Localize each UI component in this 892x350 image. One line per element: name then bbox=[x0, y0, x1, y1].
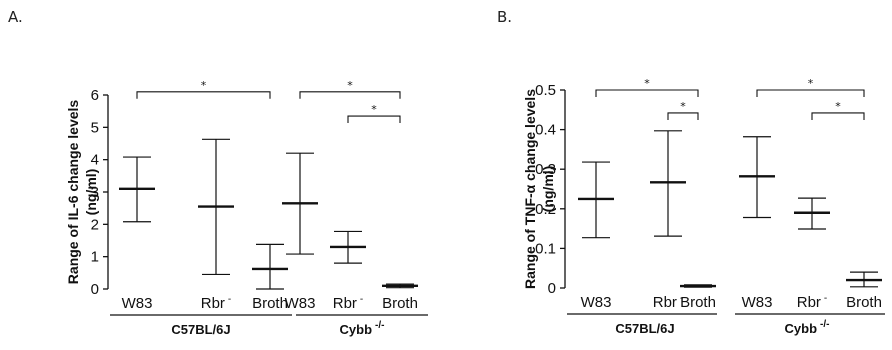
significance-star: * bbox=[808, 77, 814, 90]
significance-star: * bbox=[371, 103, 377, 116]
y-tick-label: 0 bbox=[91, 281, 99, 298]
y-axis-title: Range of TNF-α change levels bbox=[522, 89, 538, 289]
significance-bracket bbox=[811, 112, 865, 120]
y-tick-label: 3 bbox=[91, 184, 99, 201]
significance-bracket bbox=[347, 115, 401, 124]
significance-star: * bbox=[835, 100, 841, 113]
x-category-label: Rbr - bbox=[333, 294, 364, 312]
significance-star: * bbox=[680, 100, 686, 113]
y-tick-label: 5 bbox=[91, 119, 99, 136]
y-tick-label: 2 bbox=[91, 216, 99, 233]
x-category-label: Broth bbox=[252, 295, 288, 312]
y-tick-label: 1 bbox=[91, 249, 99, 266]
x-category-label: Broth bbox=[846, 294, 882, 311]
y-axis-title: Range of IL-6 change levels bbox=[65, 100, 81, 285]
x-category-label: Broth bbox=[382, 295, 418, 312]
x-category-label: Rbr - bbox=[653, 293, 684, 311]
significance-star: * bbox=[201, 79, 207, 92]
x-category-label: W83 bbox=[581, 294, 612, 311]
significance-bracket bbox=[136, 91, 271, 99]
x-category-label: Broth bbox=[680, 294, 716, 311]
y-tick-label: 0.2 bbox=[535, 201, 556, 218]
significance-star: * bbox=[644, 77, 650, 90]
y-tick-label: 4 bbox=[91, 152, 99, 169]
y-axis-unit: (ng/ml) bbox=[83, 169, 99, 216]
x-category-label: W83 bbox=[742, 294, 773, 311]
significance-star: * bbox=[347, 79, 353, 92]
panel-label: A. bbox=[8, 8, 23, 26]
x-group-label: C57BL/6J bbox=[615, 321, 674, 336]
y-tick-label: 0.3 bbox=[535, 161, 556, 178]
y-tick-label: 6 bbox=[91, 87, 99, 104]
significance-bracket bbox=[667, 112, 699, 120]
panel-label: B. bbox=[497, 8, 512, 26]
x-category-label: Rbr - bbox=[201, 294, 232, 312]
x-category-label: Rbr - bbox=[797, 293, 828, 311]
significance-bracket bbox=[756, 89, 865, 97]
y-axis-unit: (ng/ml) bbox=[540, 166, 556, 213]
x-group-label: Cybb -/- bbox=[785, 319, 830, 336]
y-tick-label: 0.4 bbox=[535, 122, 556, 139]
x-group-label: Cybb -/- bbox=[340, 320, 385, 337]
significance-bracket bbox=[595, 89, 699, 97]
x-category-label: W83 bbox=[122, 295, 153, 312]
y-tick-label: 0 bbox=[548, 280, 556, 297]
x-group-label: C57BL/6J bbox=[171, 322, 230, 337]
y-tick-label: 0.5 bbox=[535, 82, 556, 99]
y-tick-label: 0.1 bbox=[535, 240, 556, 257]
significance-bracket bbox=[299, 91, 401, 99]
x-category-label: W83 bbox=[285, 295, 316, 312]
